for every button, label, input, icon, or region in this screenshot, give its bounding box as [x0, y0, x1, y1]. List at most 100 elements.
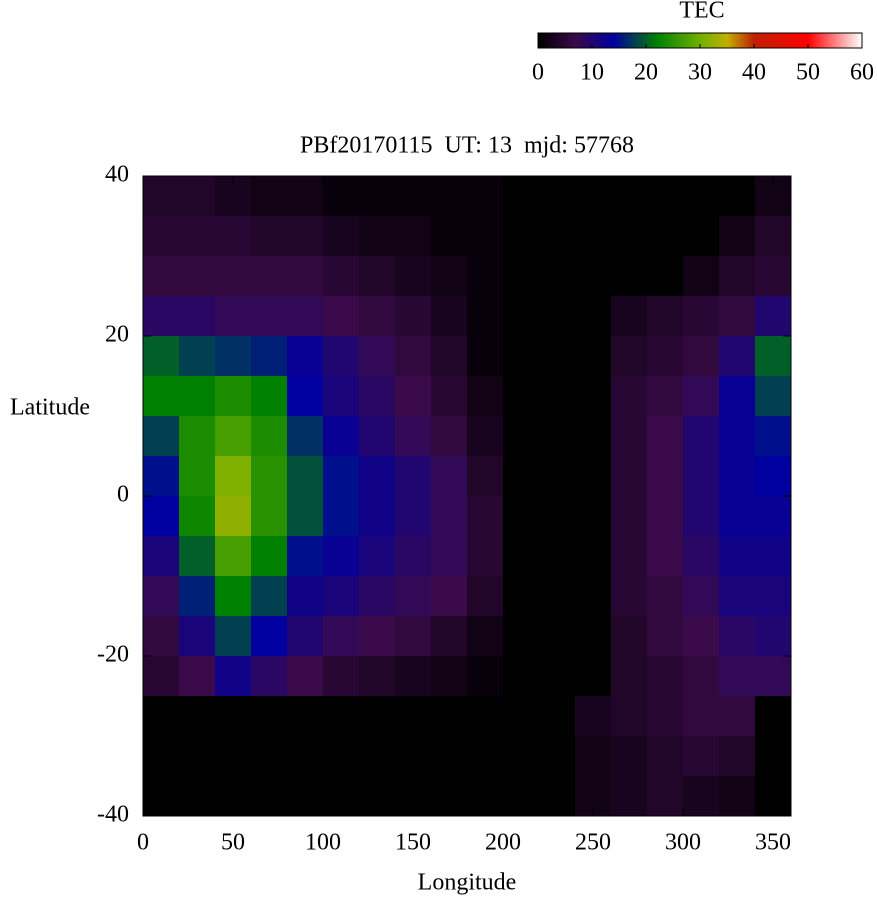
- heatmap-cell: [755, 736, 792, 777]
- heatmap-cell: [359, 256, 396, 297]
- heatmap-cell: [503, 776, 540, 817]
- heatmap-cell: [395, 216, 432, 257]
- heatmap-cell: [215, 376, 252, 417]
- heatmap-cell: [719, 336, 756, 377]
- heatmap-cell: [179, 536, 216, 577]
- heatmap-cell: [179, 176, 216, 217]
- heatmap-cell: [539, 536, 576, 577]
- y-tick-label: -40: [97, 802, 129, 828]
- heatmap-cell: [575, 496, 612, 537]
- heatmap-cell: [323, 776, 360, 817]
- heatmap-cell: [395, 576, 432, 617]
- heatmap-cell: [323, 536, 360, 577]
- heatmap-cell: [611, 696, 648, 737]
- heatmap-cell: [467, 496, 504, 537]
- heatmap-cell: [683, 376, 720, 417]
- heatmap-cell: [179, 736, 216, 777]
- heatmap-cell: [395, 736, 432, 777]
- heatmap-cell: [539, 616, 576, 657]
- heatmap-cell: [323, 656, 360, 697]
- heatmap-cell: [323, 696, 360, 737]
- chart-title: PBf20170115 UT: 13 mjd: 57768: [300, 133, 634, 159]
- heatmap-cell: [719, 256, 756, 297]
- heatmap-cell: [683, 176, 720, 217]
- heatmap-cell: [251, 176, 288, 217]
- heatmap-cell: [683, 736, 720, 777]
- heatmap-cell: [323, 496, 360, 537]
- heatmap-cell: [503, 656, 540, 697]
- x-tick-label: 50: [221, 830, 245, 856]
- heatmap-cell: [395, 456, 432, 497]
- heatmap-cell: [143, 256, 180, 297]
- heatmap-cell: [719, 496, 756, 537]
- heatmap-cell: [431, 176, 468, 217]
- heatmap-cell: [575, 616, 612, 657]
- heatmap-cell: [683, 456, 720, 497]
- heatmap-cell: [251, 256, 288, 297]
- heatmap-cell: [503, 496, 540, 537]
- x-axis-label: Longitude: [418, 870, 517, 896]
- heatmap-cell: [467, 336, 504, 377]
- heatmap-cell: [359, 696, 396, 737]
- heatmap-cell: [179, 296, 216, 337]
- heatmap-cell: [431, 536, 468, 577]
- heatmap-cell: [503, 376, 540, 417]
- heatmap-cell: [287, 696, 324, 737]
- heatmap-cell: [719, 536, 756, 577]
- heatmap-cell: [215, 256, 252, 297]
- heatmap-cell: [251, 616, 288, 657]
- x-tick-label: 300: [665, 830, 701, 856]
- heatmap-cell: [539, 456, 576, 497]
- heatmap-cell: [575, 376, 612, 417]
- heatmap-cell: [647, 376, 684, 417]
- heatmap-cell: [323, 416, 360, 457]
- heatmap-cell: [539, 336, 576, 377]
- heatmap-cell: [719, 456, 756, 497]
- heatmap-cell: [179, 616, 216, 657]
- heatmap-cell: [215, 296, 252, 337]
- colorbar-tick-label: 0: [532, 60, 544, 86]
- heatmap-cell: [215, 696, 252, 737]
- heatmap-cell: [359, 296, 396, 337]
- heatmap-cell: [287, 416, 324, 457]
- heatmap-cell: [287, 336, 324, 377]
- heatmap-cell: [215, 536, 252, 577]
- heatmap-cell: [683, 336, 720, 377]
- heatmap-cell: [683, 496, 720, 537]
- heatmap-cell: [575, 576, 612, 617]
- heatmap-cell: [503, 416, 540, 457]
- heatmap-cell: [683, 656, 720, 697]
- heatmap-cell: [755, 576, 792, 617]
- heatmap-cell: [755, 376, 792, 417]
- heatmap-cell: [539, 736, 576, 777]
- heatmap-cell: [611, 456, 648, 497]
- heatmap-cell: [215, 216, 252, 257]
- heatmap-cell: [467, 296, 504, 337]
- y-axis-label: Latitude: [10, 395, 90, 421]
- heatmap-cell: [359, 616, 396, 657]
- x-tick-label: 100: [305, 830, 341, 856]
- heatmap-cell: [359, 376, 396, 417]
- heatmap-cell: [143, 776, 180, 817]
- heatmap-cell: [323, 256, 360, 297]
- heatmap-cell: [647, 256, 684, 297]
- heatmap-cell: [647, 216, 684, 257]
- heatmap-cell: [467, 216, 504, 257]
- heatmap-cell: [143, 216, 180, 257]
- heatmap-cell: [539, 696, 576, 737]
- heatmap-cell: [575, 216, 612, 257]
- heatmap-cell: [611, 736, 648, 777]
- colorbar-tick-label: 30: [688, 60, 712, 86]
- heatmap-cell: [431, 376, 468, 417]
- heatmap-cell: [359, 216, 396, 257]
- heatmap-cell: [395, 296, 432, 337]
- heatmap-cell: [251, 496, 288, 537]
- heatmap-cell: [431, 736, 468, 777]
- heatmap-cell: [539, 416, 576, 457]
- heatmap-cell: [611, 616, 648, 657]
- heatmap-cell: [647, 656, 684, 697]
- x-tick-label: 350: [755, 830, 791, 856]
- y-tick-label: -20: [97, 642, 129, 668]
- heatmap-cell: [143, 696, 180, 737]
